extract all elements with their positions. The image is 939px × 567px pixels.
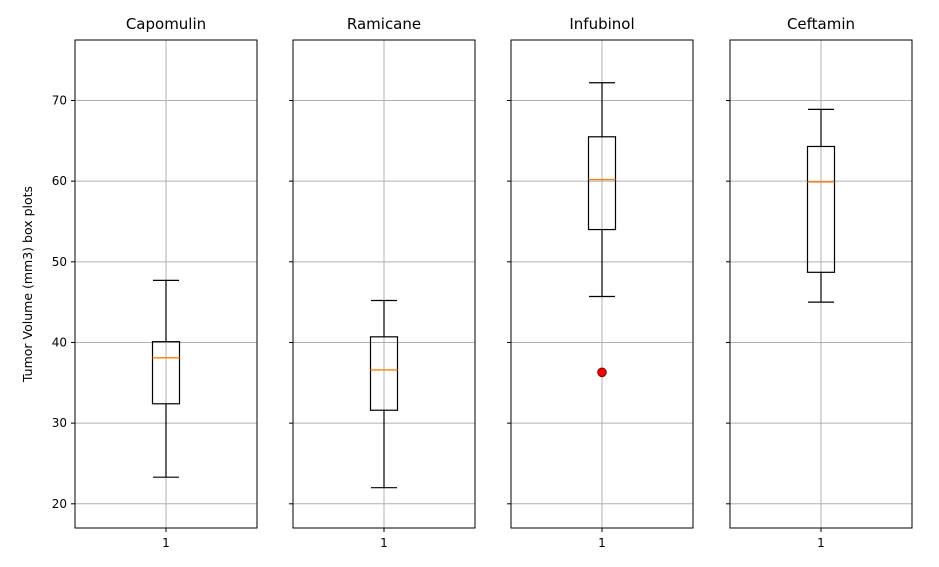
- panel-capomulin-xtick-label: 1: [162, 536, 170, 550]
- panel-ceftamin-xtick-label: 1: [817, 536, 825, 550]
- y-axis-label: Tumor Volume (mm3) box plots: [20, 186, 35, 383]
- panel-ceftamin-title: Ceftamin: [787, 15, 855, 33]
- panel-infubinol-title: Infubinol: [569, 15, 634, 33]
- panel-ceftamin-box: [806, 145, 836, 273]
- ytick-label-50: 50: [52, 255, 67, 269]
- panel-capomulin-title: Capomulin: [126, 15, 206, 33]
- ytick-label-60: 60: [52, 174, 67, 188]
- panel-infubinol-xtick-label: 1: [598, 536, 606, 550]
- ytick-label-70: 70: [52, 93, 67, 107]
- ytick-label-40: 40: [52, 335, 67, 349]
- panel-ramicane-box: [369, 336, 399, 411]
- ytick-label-30: 30: [52, 416, 67, 430]
- panel-infubinol-outlier-0: [597, 367, 607, 378]
- panel-ramicane-xtick-label: 1: [380, 536, 388, 550]
- ytick-label-20: 20: [52, 497, 67, 511]
- panel-infubinol-box: [587, 136, 617, 231]
- panel-ramicane-title: Ramicane: [347, 15, 421, 33]
- panel-capomulin-box: [151, 341, 181, 405]
